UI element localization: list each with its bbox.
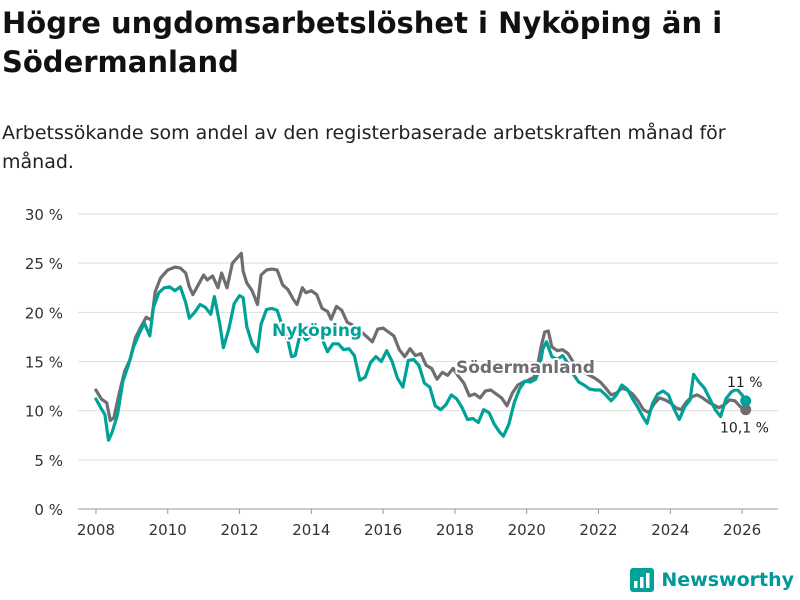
- x-axis-ticks: 2008 2010 2012 2014 2016 2018 2020 2022 2024 2026: [77, 509, 761, 539]
- y-tick-label: 30 %: [25, 206, 63, 224]
- end-label-nykoping-halo: 11 %: [727, 375, 763, 391]
- y-tick-label: 10 %: [25, 403, 63, 421]
- chart-subtitle: Arbetssökande som andel av den registerb…: [2, 122, 726, 173]
- y-tick-label: 15 %: [25, 354, 63, 372]
- series-label-nykoping-halo: Nyköping: [272, 321, 362, 341]
- x-tick-label: 2022: [579, 521, 617, 539]
- series-line-nykoping: [94, 285, 748, 442]
- x-tick-label: 2014: [292, 521, 330, 539]
- x-tick-label: 2018: [436, 521, 474, 539]
- y-tick-label: 25 %: [25, 255, 63, 273]
- y-tick-label: 5 %: [34, 452, 63, 470]
- end-label-nykoping: 11 %: [727, 375, 763, 391]
- x-tick-label: 2020: [508, 521, 546, 539]
- end-label-sodermanland-halo: 10,1 %: [720, 421, 769, 437]
- series-endpoint-nykoping: [740, 395, 752, 407]
- end-label-sodermanland: 10,1 %: [720, 421, 769, 437]
- x-tick-label: 2024: [651, 521, 689, 539]
- newsworthy-logo: Newsworthy: [630, 568, 794, 592]
- y-axis-ticks: 0 % 5 % 10 % 15 % 20 % 25 % 30 %: [25, 206, 63, 519]
- x-tick-label: 2010: [149, 521, 187, 539]
- chart-title: Högre ungdomsarbetslöshet i Nyköping än …: [2, 6, 723, 79]
- y-tick-label: 0 %: [34, 501, 63, 519]
- series-endpoint-sodermanland: [740, 404, 752, 416]
- series-label-sodermanland-halo: Södermanland: [456, 358, 595, 378]
- y-tick-label: 20 %: [25, 304, 63, 322]
- newsworthy-chart-icon: [630, 568, 655, 592]
- series-lines: [94, 251, 752, 442]
- series-labels: NyköpingNyköpingSödermanlandSödermanland…: [270, 319, 771, 439]
- x-tick-label: 2026: [723, 521, 761, 539]
- x-tick-label: 2012: [220, 521, 258, 539]
- gridlines: [78, 213, 778, 510]
- series-label-sodermanland: Södermanland: [456, 358, 595, 378]
- series-label-nykoping: Nyköping: [272, 321, 362, 341]
- series-line-sodermanland: [94, 251, 748, 423]
- x-tick-label: 2008: [77, 521, 115, 539]
- x-tick-label: 2016: [364, 521, 402, 539]
- brand-name: Newsworthy: [661, 569, 794, 591]
